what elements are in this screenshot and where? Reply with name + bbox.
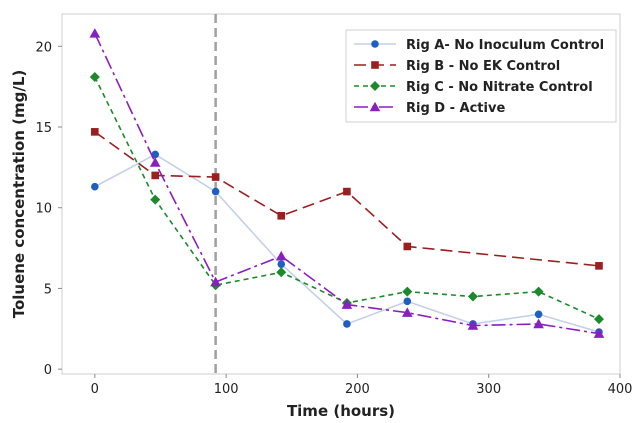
x-axis-title: Time (hours) bbox=[287, 402, 395, 420]
x-tick-label: 400 bbox=[608, 382, 633, 397]
data-point bbox=[402, 286, 413, 297]
legend-label: Rig A- No Inoculum Control bbox=[406, 38, 604, 53]
x-tick-label: 100 bbox=[214, 382, 239, 397]
y-tick-label: 5 bbox=[44, 282, 52, 297]
y-tick-label: 20 bbox=[35, 40, 52, 55]
y-tick-label: 15 bbox=[35, 121, 52, 136]
data-point bbox=[533, 318, 544, 329]
data-point bbox=[467, 320, 479, 330]
series-line bbox=[94, 131, 600, 267]
data-point bbox=[149, 157, 161, 167]
data-point bbox=[210, 276, 221, 287]
legend-label: Rig C - No Nitrate Control bbox=[406, 80, 593, 95]
series-1 bbox=[91, 128, 603, 270]
data-point bbox=[403, 242, 412, 251]
data-point bbox=[593, 328, 605, 338]
data-point bbox=[211, 173, 220, 181]
data-point bbox=[402, 307, 413, 317]
plot-area-frame bbox=[61, 13, 621, 375]
legend-label: Rig D - Active bbox=[406, 101, 505, 116]
data-point bbox=[277, 260, 286, 269]
data-point bbox=[276, 267, 287, 278]
y-axis-title: Toluene concentration (mg/L) bbox=[10, 70, 28, 319]
data-point bbox=[595, 262, 603, 270]
x-tick-label: 200 bbox=[345, 382, 370, 397]
data-point bbox=[370, 81, 380, 91]
data-point bbox=[371, 61, 379, 69]
data-point bbox=[403, 297, 412, 306]
legend-label: Rig B - No EK Control bbox=[406, 59, 560, 74]
data-point bbox=[369, 101, 381, 112]
data-point bbox=[91, 182, 99, 191]
y-tick-label: 0 bbox=[44, 363, 52, 378]
tick-layer: 0 100 200 300 400 0 5 10 15 20 bbox=[35, 40, 632, 397]
data-point bbox=[89, 28, 101, 38]
y-tick-label: 10 bbox=[35, 202, 52, 217]
data-point bbox=[371, 40, 379, 48]
data-point bbox=[151, 150, 160, 159]
data-point bbox=[467, 291, 478, 302]
data-point bbox=[533, 286, 544, 297]
data-point bbox=[343, 320, 351, 328]
x-tick-label: 0 bbox=[91, 382, 99, 397]
data-point bbox=[343, 187, 351, 196]
data-point bbox=[341, 299, 353, 309]
data-point bbox=[211, 187, 220, 196]
series-layer bbox=[89, 28, 605, 338]
data-point bbox=[151, 171, 160, 180]
legend: Rig A- No Inoculum Control Rig B - No EK … bbox=[345, 29, 617, 123]
data-point bbox=[534, 310, 543, 319]
x-tick-label: 300 bbox=[476, 382, 501, 397]
data-point bbox=[593, 314, 604, 325]
data-point bbox=[89, 71, 100, 82]
data-point bbox=[275, 250, 287, 261]
data-point bbox=[91, 128, 99, 136]
series-3 bbox=[89, 28, 605, 338]
data-point bbox=[277, 211, 286, 220]
data-point bbox=[150, 194, 161, 205]
